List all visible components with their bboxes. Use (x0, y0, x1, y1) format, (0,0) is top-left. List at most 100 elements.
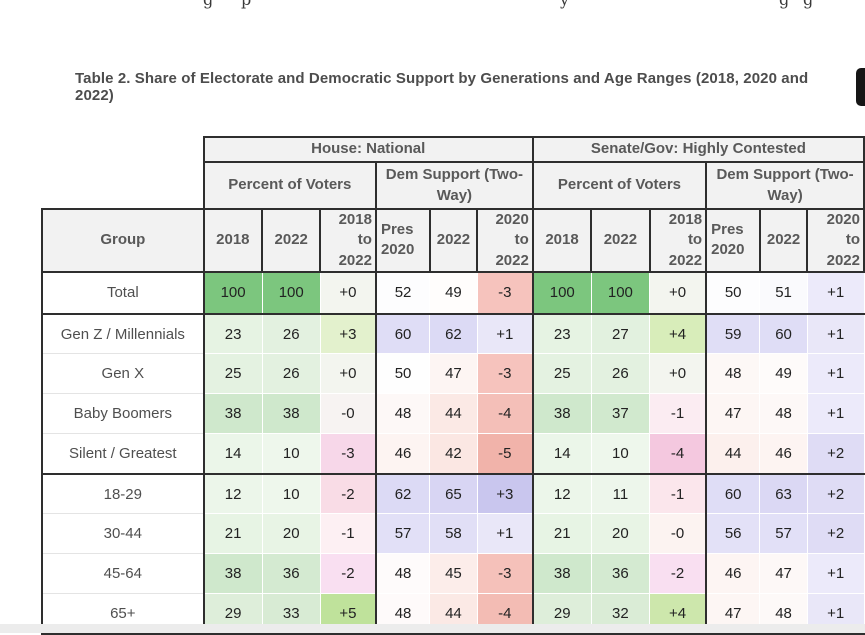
section-header-senate: Senate/Gov: Highly Contested (531, 136, 865, 163)
value-cell: -4 (649, 433, 707, 475)
row-label: 18-29 (41, 473, 205, 515)
value-cell: 10 (590, 433, 651, 475)
value-cell: -3 (319, 433, 377, 475)
data-table: House: National Senate/Gov: Highly Conte… (41, 136, 865, 635)
value-cell: +1 (806, 553, 865, 595)
value-cell: 36 (261, 553, 321, 595)
value-cell: 12 (531, 473, 592, 515)
bottom-strip (0, 624, 865, 633)
value-cell: 26 (261, 353, 321, 395)
value-cell: 36 (590, 553, 651, 595)
value-cell: 38 (531, 393, 592, 435)
value-cell: -2 (649, 553, 707, 595)
value-cell: 21 (531, 513, 592, 555)
column-header-group: Group (41, 208, 205, 273)
column-header: 2022 (590, 208, 651, 273)
value-cell: 51 (759, 270, 808, 315)
value-cell: 37 (590, 393, 651, 435)
value-cell: +3 (476, 473, 534, 515)
data-table-wrap: House: National Senate/Gov: Highly Conte… (41, 136, 865, 635)
value-cell: 48 (374, 553, 431, 595)
value-cell: 45 (429, 553, 478, 595)
value-cell: -2 (319, 553, 377, 595)
value-cell: 38 (202, 393, 263, 435)
row-label: Baby Boomers (41, 393, 205, 435)
value-cell: 21 (202, 513, 263, 555)
value-cell: 48 (374, 393, 431, 435)
value-cell: 46 (705, 553, 761, 595)
value-cell: -3 (476, 553, 534, 595)
value-cell: +0 (649, 353, 707, 395)
value-cell: -3 (476, 270, 534, 315)
row-label: Total (41, 270, 205, 315)
value-cell: -0 (319, 393, 377, 435)
column-header: 2018 to 2022 (648, 208, 708, 273)
table-row: Silent / Greatest 14 10 -3 46 42 -5 14 10 -4 44 46 +… (41, 433, 865, 475)
column-header: 2022 (261, 208, 322, 273)
value-cell: 10 (261, 433, 321, 475)
value-cell: -1 (319, 513, 377, 555)
value-cell: 44 (429, 393, 478, 435)
value-cell: 59 (705, 313, 761, 355)
value-cell: +1 (476, 313, 534, 355)
value-cell: 60 (374, 313, 431, 355)
value-cell: 27 (590, 313, 651, 355)
value-cell: 58 (429, 513, 478, 555)
value-cell: +2 (806, 473, 865, 515)
column-header: Pres 2020 (705, 208, 761, 273)
value-cell: 20 (590, 513, 651, 555)
value-cell: 23 (202, 313, 263, 355)
table-row: 18-29 12 10 -2 62 65 +3 12 11 -1 60 63 +2 (41, 473, 865, 515)
table-row: Gen Z / Millennials 23 26 +3 60 62 +1 23 27 +4 59 6… (41, 313, 865, 355)
value-cell: 100 (202, 270, 263, 315)
value-cell: +1 (806, 313, 865, 355)
value-cell: 62 (429, 313, 478, 355)
value-cell: 57 (374, 513, 431, 555)
value-cell: 38 (202, 553, 263, 595)
value-cell: 100 (261, 270, 321, 315)
section-header-house: House: National (202, 136, 534, 163)
value-cell: 12 (202, 473, 263, 515)
clipped-glyph: g (203, 0, 213, 9)
value-cell: -4 (476, 393, 534, 435)
value-cell: +0 (319, 270, 377, 315)
clipped-glyph: y (560, 0, 569, 9)
value-cell: 42 (429, 433, 478, 475)
value-cell: 38 (531, 553, 592, 595)
value-cell: 47 (429, 353, 478, 395)
table-row: Baby Boomers 38 38 -0 48 44 -4 38 37 -1 47 48 +1 (41, 393, 865, 435)
value-cell: 46 (374, 433, 431, 475)
column-header: Pres 2020 (374, 208, 431, 273)
value-cell: +1 (476, 513, 534, 555)
value-cell: +1 (806, 270, 865, 315)
value-cell: 47 (705, 393, 761, 435)
value-cell: +2 (806, 513, 865, 555)
value-cell: 48 (705, 353, 761, 395)
value-cell: 100 (590, 270, 651, 315)
column-header: 2020 to 2022 (806, 208, 865, 273)
value-cell: 63 (759, 473, 808, 515)
table-row: 30-44 21 20 -1 57 58 +1 21 20 -0 56 57 +2 (41, 513, 865, 555)
column-header: 2018 (202, 208, 264, 273)
value-cell: 65 (429, 473, 478, 515)
row-label: Gen X (41, 353, 205, 395)
column-header: 2018 to 2022 (319, 208, 377, 273)
value-cell: +4 (649, 313, 707, 355)
subsection-header: Percent of Voters (202, 161, 377, 210)
value-cell: 49 (429, 270, 478, 315)
value-cell: 60 (759, 313, 808, 355)
value-cell: 56 (705, 513, 761, 555)
value-cell: 11 (590, 473, 651, 515)
row-label: 45-64 (41, 553, 205, 595)
value-cell: -3 (476, 353, 534, 395)
table-row: 45-64 38 36 -2 48 45 -3 38 36 -2 46 47 +1 (41, 553, 865, 595)
value-cell: 57 (759, 513, 808, 555)
value-cell: 100 (531, 270, 592, 315)
value-cell: 47 (759, 553, 808, 595)
value-cell: 14 (202, 433, 263, 475)
value-cell: 50 (374, 353, 431, 395)
value-cell: 52 (374, 270, 431, 315)
clipped-text-line: gpygg (0, 0, 865, 9)
right-edge-tab[interactable] (856, 68, 865, 106)
value-cell: 23 (531, 313, 592, 355)
